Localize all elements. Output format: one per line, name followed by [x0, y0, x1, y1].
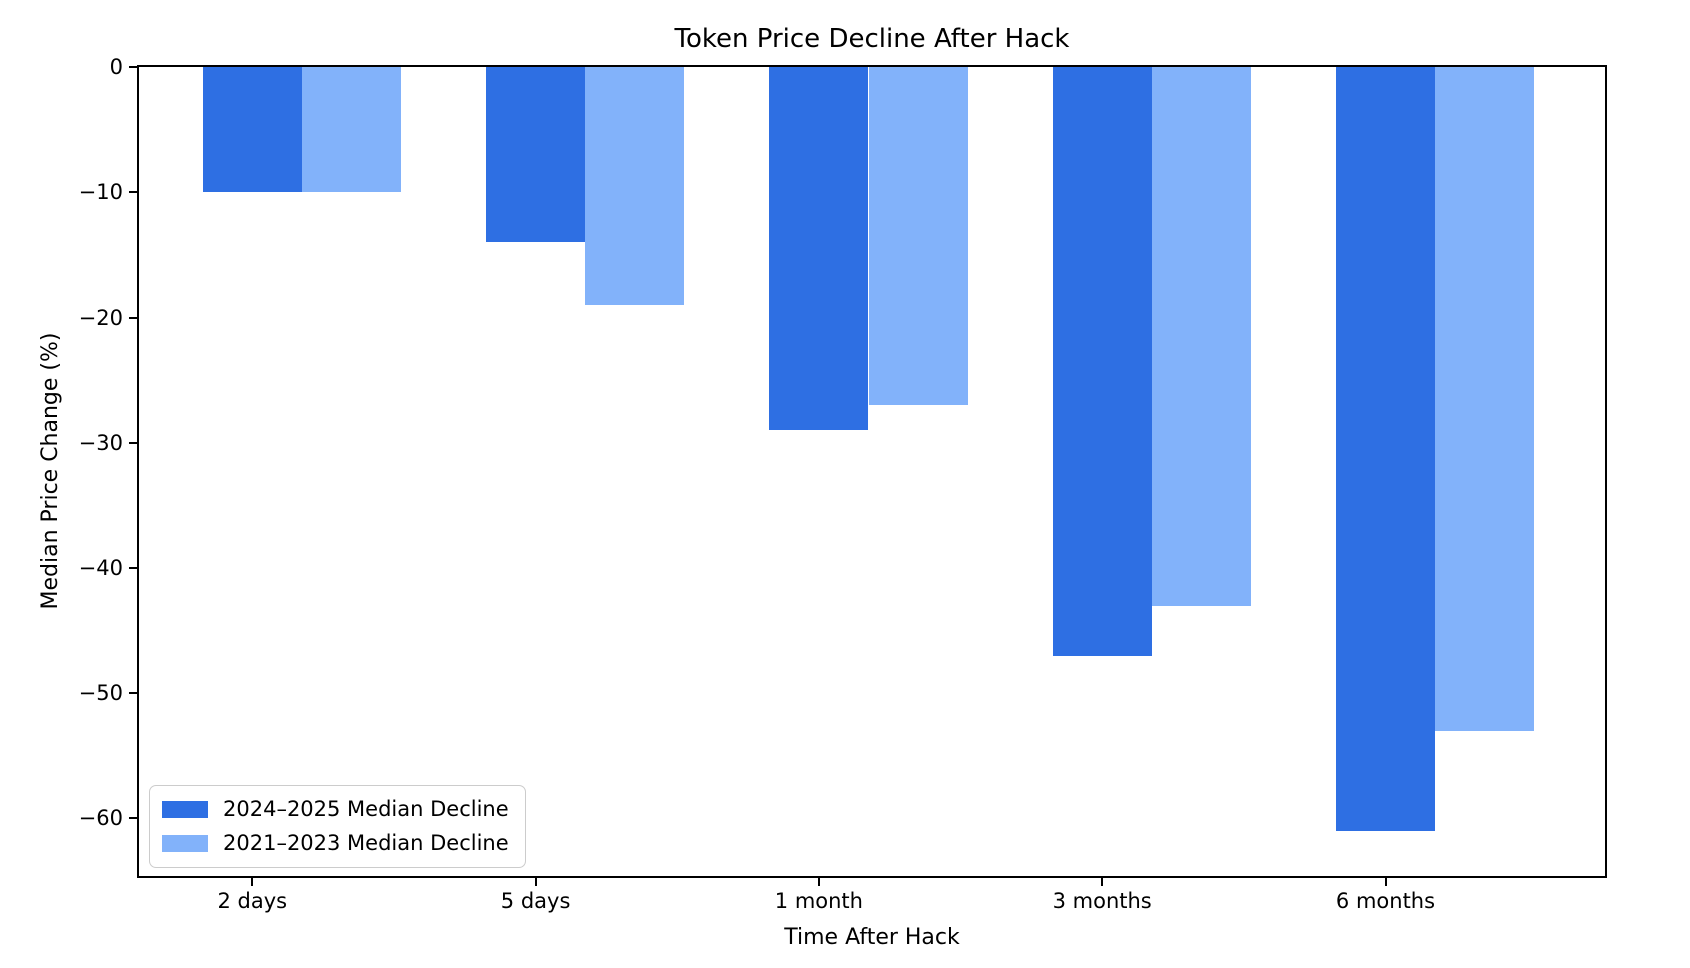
legend-item: 2024–2025 Median Decline — [162, 796, 509, 823]
x-tick-mark — [534, 878, 537, 886]
y-tick-mark — [129, 817, 137, 820]
bar-2021-2023-6-months — [1435, 67, 1535, 731]
y-tick-mark — [129, 566, 137, 569]
legend-swatch — [162, 801, 208, 818]
x-tick-mark — [1101, 878, 1104, 886]
bar-2024-2025-1-month — [769, 67, 869, 431]
x-tick-label: 2 days — [217, 889, 288, 913]
x-tick-mark — [817, 878, 820, 886]
bar-2024-2025-2-days — [202, 67, 302, 193]
y-tick-mark — [129, 66, 137, 68]
legend-label: 2021–2023 Median Decline — [223, 831, 509, 855]
legend-item: 2021–2023 Median Decline — [162, 830, 509, 857]
y-tick-label: −50 — [78, 681, 123, 706]
bar-2024-2025-3-months — [1052, 67, 1152, 656]
legend-label: 2024–2025 Median Decline — [223, 797, 509, 821]
x-tick-label: 5 days — [500, 889, 571, 913]
chart-title: Token Price Decline After Hack — [674, 24, 1070, 54]
y-tick-label: −10 — [78, 180, 123, 205]
y-tick-mark — [129, 692, 137, 695]
x-axis-label: Time After Hack — [784, 925, 960, 950]
y-tick-mark — [129, 191, 137, 194]
y-tick-mark — [129, 316, 137, 319]
x-tick-mark — [1384, 878, 1387, 886]
y-tick-label: 0 — [109, 55, 123, 79]
plot-area: 2 days 5 days 1 month 3 months 6 months 0 −10 −… — [79, 55, 1607, 913]
bar-2024-2025-6-months — [1335, 67, 1435, 831]
x-tick-mark — [251, 878, 254, 886]
y-tick-label: −60 — [78, 806, 123, 831]
bar-2021-2023-2-days — [301, 67, 401, 193]
y-tick-label: −40 — [78, 555, 123, 580]
y-tick-label: −20 — [78, 305, 123, 330]
y-tick-mark — [129, 441, 137, 444]
y-axis-label: Median Price Change (%) — [38, 332, 63, 610]
x-tick-label: 3 months — [1052, 889, 1152, 913]
x-tick-label: 1 month — [774, 889, 863, 913]
legend-swatch — [162, 835, 208, 852]
x-tick-label: 6 months — [1335, 889, 1436, 913]
legend: 2024–2025 Median Decline 2021–2023 Median… — [149, 785, 526, 868]
y-tick-label: −30 — [78, 430, 123, 455]
bar-2024-2025-5-days — [486, 67, 586, 243]
bar-2021-2023-5-days — [585, 67, 685, 305]
bar-2021-2023-1-month — [868, 67, 968, 406]
bar-2021-2023-3-months — [1151, 67, 1251, 606]
